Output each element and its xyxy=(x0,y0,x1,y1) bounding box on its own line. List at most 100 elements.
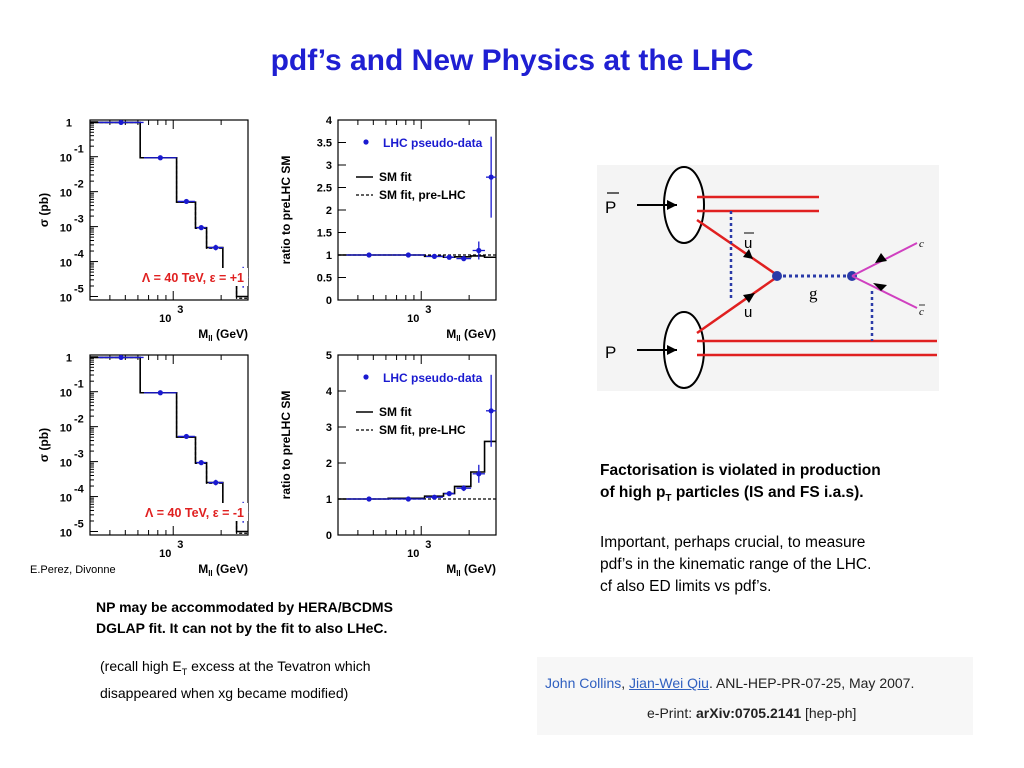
y-tick-exponent: -4 xyxy=(74,484,85,496)
reference-line-2: e-Print: arXiv:0705.2141 [hep-ph] xyxy=(647,705,856,721)
reference-box: John Collins, Jian-Wei Qiu. ANL-HEP-PR-0… xyxy=(537,657,973,735)
pbar-label: P xyxy=(605,198,616,217)
recall-text-b: excess at the Tevatron which xyxy=(187,658,371,674)
ref-rest: . ANL-HEP-PR-07-25, May 2007. xyxy=(708,675,915,691)
right-note-2a: of high p xyxy=(600,484,666,501)
x-tick-label: 10 xyxy=(407,548,419,560)
data-point xyxy=(213,479,219,486)
y-tick-label: 1 xyxy=(66,353,72,365)
x-tick-exponent: 3 xyxy=(177,304,183,316)
x-tick-exponent: 3 xyxy=(177,539,183,551)
data-point xyxy=(198,225,204,231)
data-point xyxy=(213,244,219,251)
ratio-chart-epsilon-minus: 0 1 2 3 4 5 ratio to preLHC SM 10 3 Mll (GeV) LHC … xyxy=(279,350,497,578)
ref-eprint-label: e-Print: xyxy=(647,705,697,721)
x-tick-exponent: 3 xyxy=(425,304,431,316)
credit-text: E.Perez, Divonne xyxy=(30,564,116,576)
u-label: u xyxy=(744,304,752,321)
right-note-2b: particles (IS and FS i.a.s). xyxy=(671,484,864,501)
model-annotation: Λ = 40 TeV, ε = +1 xyxy=(142,271,244,285)
y-tick-exponent: -3 xyxy=(74,449,84,461)
y-tick-label: 10 xyxy=(60,493,72,505)
y-tick-label: 10 xyxy=(60,258,72,270)
data-point xyxy=(405,252,411,258)
y-tick-label: 10 xyxy=(60,293,72,305)
ratio-chart-epsilon-plus: 0 0.5 1 1.5 2 2.5 3 3.5 4 ratio to preLHC SM 10 3 Ml… xyxy=(279,115,497,343)
data-point xyxy=(118,354,124,361)
ref-author-2-link[interactable]: Jian-Wei Qiu xyxy=(629,675,709,691)
g-label: g xyxy=(809,284,818,303)
y-axis-label: σ (pb) xyxy=(37,428,51,462)
reference-line-1: John Collins, Jian-Wei Qiu. ANL-HEP-PR-0… xyxy=(545,675,915,691)
legend-label-pre-lhc: SM fit, pre-LHC xyxy=(379,423,466,437)
quark-line xyxy=(696,275,778,335)
y-axis-label: ratio to preLHC SM xyxy=(279,391,293,500)
y-tick-exponent: -1 xyxy=(74,144,84,156)
x-axis-label: Mll (GeV) xyxy=(446,562,496,578)
ref-eprint-id[interactable]: arXiv:0705.2141 xyxy=(696,705,802,721)
data-point xyxy=(476,247,482,254)
model-annotation: Λ = 40 TeV, ε = -1 xyxy=(145,506,244,520)
y-axis-label: σ (pb) xyxy=(37,193,51,227)
y-tick-label: 4 xyxy=(326,386,333,398)
recall-text-a: (recall high E xyxy=(100,658,182,674)
y-tick-exponent: -2 xyxy=(74,179,84,191)
y-tick-label: 0.5 xyxy=(317,273,332,285)
y-tick-exponent: -5 xyxy=(74,284,84,296)
data-point xyxy=(183,198,189,205)
ref-author-1[interactable]: John Collins xyxy=(545,675,622,691)
y-tick-label: 1 xyxy=(66,118,72,130)
y-tick-label: 0 xyxy=(326,295,332,307)
legend-marker-data xyxy=(363,139,369,145)
cbar-label: c xyxy=(919,306,924,318)
recall-note-line-1: (recall high ET excess at the Tevatron w… xyxy=(100,656,371,683)
x-tick-label: 10 xyxy=(407,313,419,325)
y-tick-label: 3 xyxy=(326,160,332,172)
y-tick-label: 10 xyxy=(60,423,72,435)
right-note-sub: T xyxy=(665,493,672,505)
legend-label-sm: SM fit xyxy=(379,170,412,184)
diagram-svg: P P u u g c c xyxy=(605,166,937,389)
y-tick-label: 0 xyxy=(326,530,332,542)
right-note-line-3: Important, perhaps crucial, to measure xyxy=(600,534,866,552)
right-note-line-2: of high pT particles (IS and FS i.a.s). xyxy=(600,482,881,510)
recall-sub: T xyxy=(181,666,188,677)
x-tick-label: 10 xyxy=(159,313,171,325)
y-axis-label: ratio to preLHC SM xyxy=(279,156,293,265)
annotation-bg xyxy=(100,268,248,286)
y-tick-label: 10 xyxy=(60,528,72,540)
y-tick-label: 2 xyxy=(326,205,332,217)
y-tick-label: 1.5 xyxy=(317,228,332,240)
anticharm-line xyxy=(851,275,918,309)
page-title: pdf’s and New Physics at the LHC xyxy=(270,44,754,77)
recall-note: (recall high ET excess at the Tevatron w… xyxy=(100,656,371,704)
data-point xyxy=(446,254,452,260)
legend-label-data: LHC pseudo-data xyxy=(383,136,483,150)
left-note-line-1: NP may be accommodated by HERA/BCDMS xyxy=(96,599,393,615)
y-tick-label: 10 xyxy=(60,458,72,470)
legend-label-sm: SM fit xyxy=(379,405,412,419)
ref-category: [hep-ph] xyxy=(801,705,857,721)
data-point xyxy=(446,491,452,497)
data-point xyxy=(488,174,494,180)
data-point xyxy=(476,471,482,477)
y-tick-label: 10 xyxy=(60,223,72,235)
data-point xyxy=(157,155,163,161)
data-point xyxy=(118,119,124,126)
y-tick-label: 2.5 xyxy=(317,183,332,195)
data-point xyxy=(461,256,467,262)
legend-label-data: LHC pseudo-data xyxy=(383,371,483,385)
factorisation-diagram: P P u u g c c xyxy=(597,165,939,391)
y-tick-label: 4 xyxy=(326,115,333,127)
x-axis-label: Mll (GeV) xyxy=(198,327,248,343)
right-note-line-5: cf also ED limits vs pdf’s. xyxy=(600,578,772,596)
left-note-line-2: DGLAP fit. It can not by the fit to also… xyxy=(96,620,388,636)
legend-label-pre-lhc: SM fit, pre-LHC xyxy=(379,188,466,202)
y-tick-label: 5 xyxy=(326,350,332,362)
x-axis-label: Mll (GeV) xyxy=(446,327,496,343)
c-label: c xyxy=(919,238,924,250)
antiquark-line xyxy=(696,218,778,277)
ubar-label: u xyxy=(744,235,752,252)
